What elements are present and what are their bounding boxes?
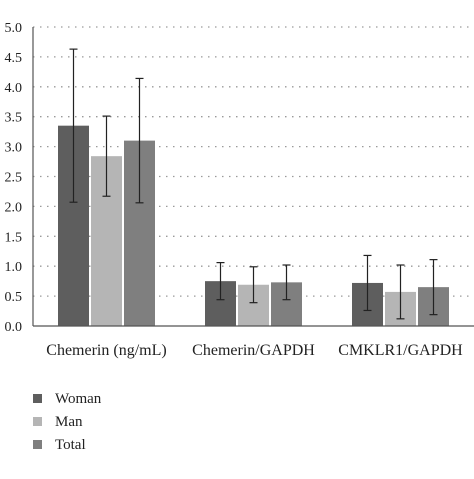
y-tick-label: 2.5 <box>5 171 23 186</box>
x-category-label: CMKLR1/GAPDH <box>338 342 463 359</box>
legend-label-man: Man <box>55 414 83 430</box>
legend-swatch-total <box>33 440 42 449</box>
y-tick-label: 3.0 <box>5 141 23 156</box>
legend: Woman Man Total <box>33 391 102 453</box>
y-tick-label: 5.0 <box>5 21 23 36</box>
y-tick-label: 0.0 <box>5 320 23 335</box>
legend-label-total: Total <box>55 437 86 453</box>
x-category-label: Chemerin/GAPDH <box>192 342 315 359</box>
y-tick-label: 4.5 <box>5 51 23 66</box>
y-tick-label: 1.0 <box>5 260 23 275</box>
legend-swatch-woman <box>33 394 42 403</box>
legend-swatch-man <box>33 417 42 426</box>
y-tick-label: 0.5 <box>5 290 23 305</box>
y-tick-label: 1.5 <box>5 230 23 245</box>
y-tick-label: 3.5 <box>5 111 23 126</box>
y-tick-label: 2.0 <box>5 200 23 215</box>
legend-label-woman: Woman <box>55 391 102 407</box>
x-category-label: Chemerin (ng/mL) <box>46 342 166 359</box>
y-tick-label: 4.0 <box>5 81 23 96</box>
